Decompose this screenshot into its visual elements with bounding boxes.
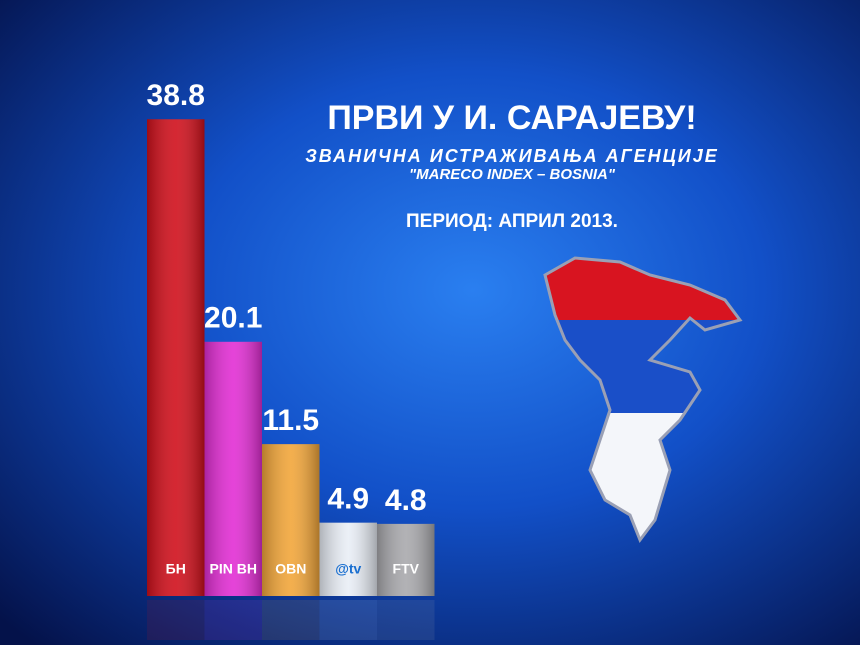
- value-label: 4.8: [385, 484, 427, 517]
- bar-shade: [262, 444, 320, 596]
- category-label: OBN: [275, 561, 306, 577]
- bar-reflection: [377, 600, 435, 640]
- bar-shade: [147, 119, 205, 596]
- category-label: @tv: [335, 561, 361, 577]
- bar-reflection: [204, 600, 262, 640]
- value-label: 20.1: [204, 302, 262, 335]
- bar-shade: [377, 523, 435, 596]
- title: ПРВИ У И. САРАЈЕВУ!: [327, 99, 696, 137]
- category-label: FTV: [393, 561, 420, 577]
- value-label: 38.8: [147, 79, 205, 112]
- bar-shade: [319, 522, 377, 596]
- value-label: 4.9: [327, 483, 369, 516]
- bar-reflection: [262, 600, 320, 640]
- bar-shade: [204, 341, 262, 596]
- bar-reflection: [319, 600, 377, 640]
- category-label: БН: [166, 561, 186, 577]
- value-label: 11.5: [262, 404, 319, 437]
- bar-reflection: [147, 600, 205, 640]
- map: [543, 256, 743, 544]
- subtitle: ЗВАНИЧНА ИСТРАЖИВАЊА АГЕНЦИЈЕ: [305, 146, 719, 166]
- source: "MARECO INDEX – BOSNIA": [409, 166, 616, 183]
- category-label: PIN BH: [210, 561, 257, 577]
- period: ПЕРИОД: АПРИЛ 2013.: [406, 211, 618, 232]
